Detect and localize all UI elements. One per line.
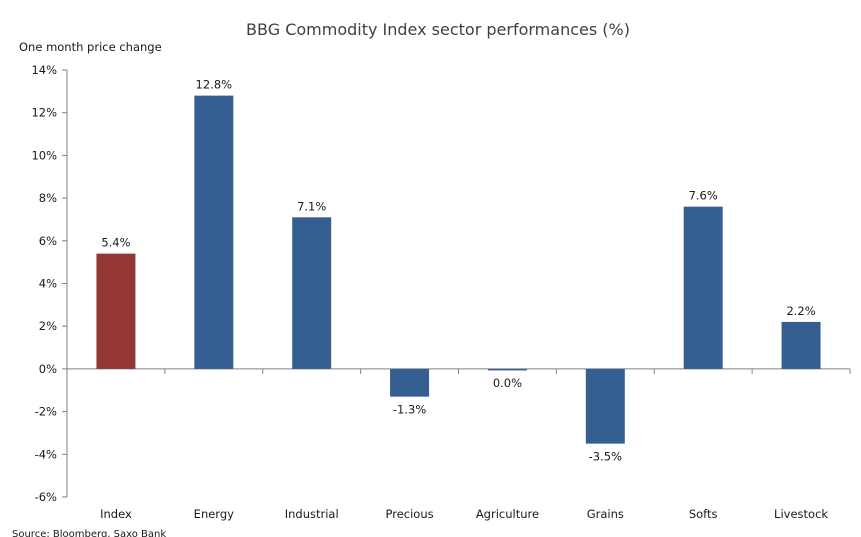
category-label: Index [100, 507, 132, 521]
y-tick-label: 10% [31, 148, 57, 162]
y-tick-label: 2% [39, 319, 57, 333]
category-label: Energy [194, 507, 234, 521]
axes: -6% -4% -2% 0% 2% 4% 6% 8% 10% 12% 14% Index Energy I… [31, 63, 851, 521]
y-tick-label: 12% [31, 106, 57, 120]
y-tick-label: -2% [35, 405, 57, 419]
y-tick-label: 6% [39, 234, 57, 248]
y-tick-label: 14% [31, 63, 57, 77]
bar-livestock [781, 321, 821, 369]
data-label: -1.3% [393, 403, 426, 417]
y-tick-label: 8% [39, 191, 57, 205]
y-tick-label: 0% [39, 362, 57, 376]
data-label: -3.5% [589, 450, 622, 464]
data-label: 12.8% [196, 78, 233, 92]
data-label: 7.6% [689, 189, 718, 203]
category-label: Agriculture [476, 507, 539, 521]
data-label: 7.1% [297, 199, 326, 213]
bar-precious [390, 368, 430, 397]
bar-grains [585, 368, 625, 444]
category-label: Precious [386, 507, 434, 521]
category-label: Softs [689, 507, 718, 521]
data-label: 2.2% [786, 304, 815, 318]
bar-softs [683, 206, 723, 369]
bar-agriculture [487, 368, 527, 371]
bar-index [96, 253, 136, 369]
y-tick-label: -6% [35, 490, 57, 504]
bar-energy [194, 95, 234, 369]
bar-industrial [292, 217, 332, 369]
bars [96, 95, 821, 444]
source-note: Source: Bloomberg, Saxo Bank [12, 529, 166, 537]
chart-subtitle: One month price change [19, 40, 162, 54]
data-labels: 5.4% 12.8% 7.1% -1.3% 0.0% -3.5% 7.6% 2.2% [101, 78, 815, 464]
y-tick-label: 4% [39, 277, 57, 291]
chart-title: BBG Commodity Index sector performances … [246, 20, 630, 39]
category-label: Grains [587, 507, 624, 521]
category-label: Industrial [285, 507, 339, 521]
data-label: 0.0% [493, 376, 522, 390]
y-tick-label: -4% [35, 447, 57, 461]
category-label: Livestock [774, 507, 828, 521]
data-label: 5.4% [101, 236, 130, 250]
